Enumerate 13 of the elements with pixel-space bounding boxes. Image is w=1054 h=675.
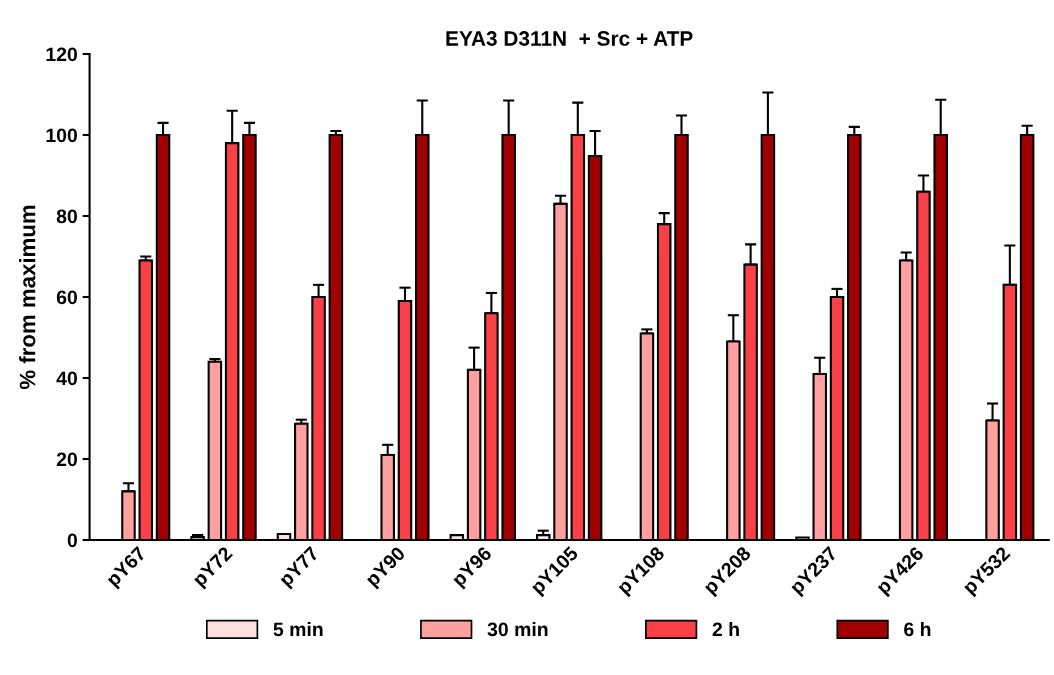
y-tick-label: 0 <box>67 533 77 548</box>
y-tick-label: 40 <box>56 371 77 386</box>
y-tick-label: 80 <box>56 209 77 224</box>
y-tick-label: 120 <box>46 47 77 62</box>
chart-title: EYA3 D311N + Src + ATP <box>446 31 693 46</box>
y-tick-label: 100 <box>46 128 77 143</box>
legend-label: 6 h <box>904 621 931 637</box>
y-tick-label: 60 <box>56 290 77 305</box>
y-axis-title: % from maximum <box>19 205 36 390</box>
legend-label: 5 min <box>273 621 323 637</box>
y-tick-label: 20 <box>56 452 77 467</box>
legend-label: 30 min <box>487 621 548 637</box>
legend-label: 2 h <box>712 621 739 637</box>
